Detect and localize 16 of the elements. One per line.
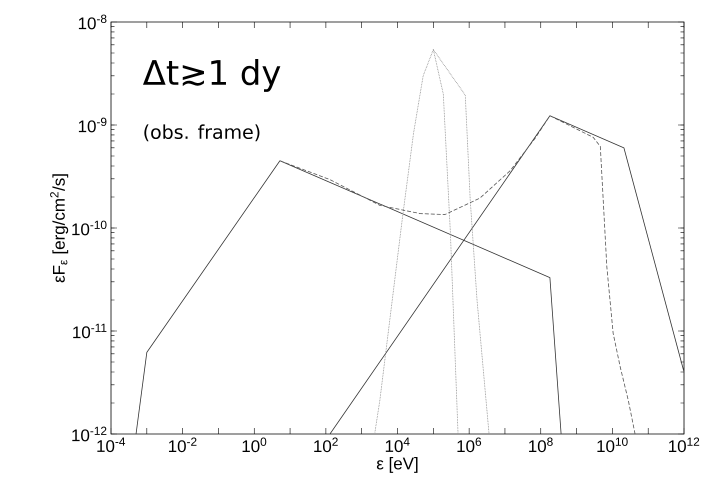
y-tick-label: 10$^{-10}$ [72, 220, 107, 236]
x-axis-title: ε [eV] [376, 457, 418, 473]
x-tick-label: 10$^{-2}$ [168, 438, 196, 452]
x-tick-label: 10$^{10}$ [597, 438, 628, 452]
annotation: (obs. frame) [144, 124, 260, 142]
y-tick-label: 10$^{-11}$ [73, 324, 106, 338]
y-axis-title: εF$_{ε}$ [erg/cm$^{2}$/s] [50, 174, 68, 282]
x-tick-label: 10$^{8}$ [529, 438, 553, 452]
x-tick-label: 10$^{12}$ [669, 438, 700, 452]
annotation: Δt≳1 dy [142, 59, 280, 92]
y-tick-label: 10$^{-9}$ [78, 118, 106, 132]
x-tick-label: 10$^{4}$ [386, 438, 410, 452]
x-tick-label: 10$^{2}$ [314, 438, 338, 452]
x-tick-label: 10$^{0}$ [242, 438, 266, 452]
y-tick-label: 10$^{-8}$ [78, 14, 106, 30]
x-tick-label: 10$^{6}$ [457, 438, 482, 452]
